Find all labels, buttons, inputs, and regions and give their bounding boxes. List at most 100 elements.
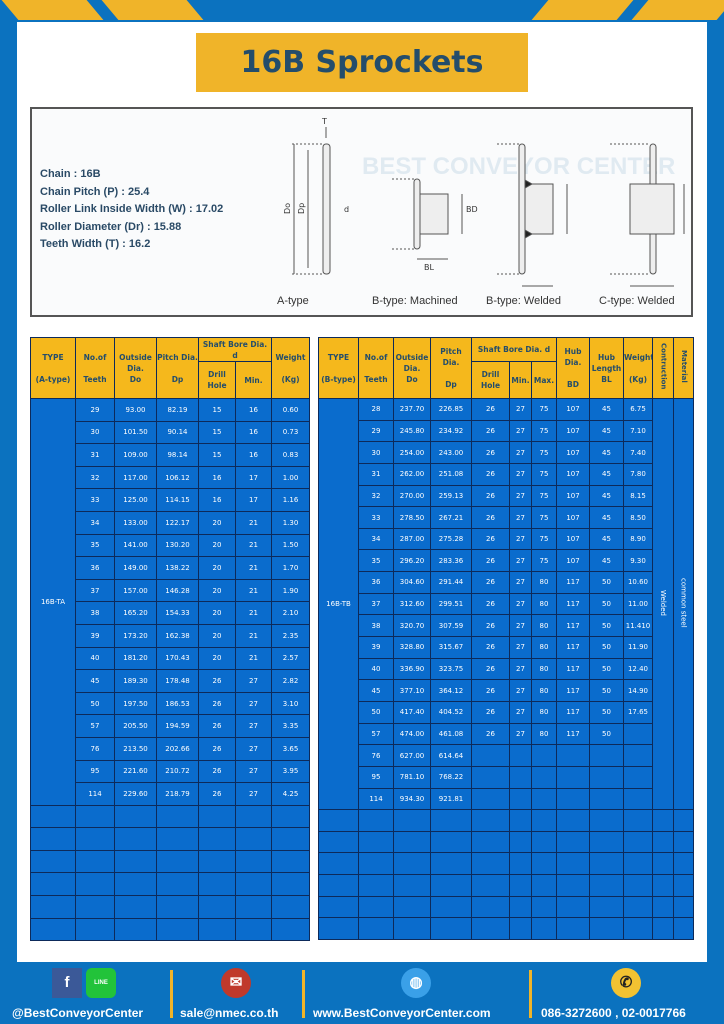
caption-a-type: A-type (277, 295, 309, 307)
table-cell: 75 (531, 484, 557, 508)
table-cell: 315.67 (430, 636, 472, 659)
table-cell: 154.33 (156, 601, 199, 625)
email-link[interactable]: sale@nmec.co.th (180, 1006, 279, 1020)
table-cell: 27 (509, 527, 532, 551)
table-cell: 107 (556, 484, 590, 508)
table-row: 37 157.00 146.28 20 21 1.90 (31, 578, 310, 603)
empty-cell (673, 852, 694, 876)
table-cell (235, 827, 272, 851)
table-cell (156, 827, 199, 851)
table-row: 31 262.00 251.08 26 27 75 107 45 7.80 (319, 462, 694, 486)
table-cell: 170.43 (156, 646, 199, 671)
table-cell: 75 (531, 506, 557, 529)
table-row: 30 254.00 243.00 26 27 75 107 45 7.40 (319, 441, 694, 464)
table-cell (623, 852, 653, 876)
table-cell (235, 804, 272, 829)
table-cell: 27 (509, 679, 532, 702)
table-cell (114, 917, 157, 942)
table-row: 29 245.80 234.92 26 27 75 107 45 7.10 (319, 419, 694, 443)
table-cell: 95 (75, 759, 115, 784)
spec-roller-diameter: Roller Diameter (Dr) : 15.88 (40, 220, 182, 233)
table-cell: 27 (509, 571, 532, 594)
col-weight: Weight (Kg) (623, 337, 653, 399)
empty-cell (30, 872, 76, 897)
table-cell: 133.00 (114, 510, 157, 535)
table-cell: 202.66 (156, 736, 199, 761)
table-cell: 296.20 (393, 549, 431, 573)
table-cell (623, 809, 653, 832)
table-cell (75, 872, 115, 897)
table-row: 36 304.60 291.44 26 27 80 117 50 10.60 (319, 571, 694, 594)
table-cell: 27 (235, 782, 272, 806)
table-cell: 75 (531, 441, 557, 464)
globe-icon[interactable]: ◍ (401, 968, 431, 998)
table-cell: 101.50 (114, 420, 157, 445)
table-cell: 45 (589, 462, 624, 486)
empty-cell (673, 809, 694, 832)
table-cell: 243.00 (430, 441, 472, 464)
table-row (30, 849, 310, 874)
table-cell: 2.10 (271, 601, 310, 625)
table-cell: 474.00 (393, 722, 431, 746)
table-cell: 114 (75, 782, 115, 806)
table-cell: 40 (358, 657, 394, 681)
table-cell: 76 (75, 736, 115, 761)
table-cell (271, 872, 310, 897)
table-cell: 26 (198, 669, 236, 693)
table-cell (531, 874, 557, 897)
table-cell (589, 895, 624, 919)
table-cell (531, 830, 557, 854)
table-cell (430, 809, 472, 832)
table-row: 16B-TA 29 93.00 82.19 15 16 0.60 (30, 398, 310, 806)
table-cell: 80 (531, 592, 557, 616)
table-cell: 39 (358, 636, 394, 659)
table-cell: 50 (589, 614, 624, 638)
table-cell: 15 (198, 443, 236, 467)
table-cell: 275.28 (430, 527, 472, 551)
table-cell: 107 (556, 462, 590, 486)
table-cell (358, 830, 394, 854)
mail-icon[interactable]: ✉ (221, 968, 251, 998)
table-cell (471, 744, 510, 767)
table-cell: 26 (471, 506, 510, 529)
table-cell (556, 744, 590, 767)
table-cell (156, 895, 199, 919)
empty-cell (652, 852, 674, 876)
table-cell (531, 809, 557, 832)
b-type-welded-diagram (497, 143, 568, 287)
line-icon[interactable]: LINE (86, 968, 116, 998)
facebook-icon[interactable]: f (52, 968, 82, 998)
website-link[interactable]: www.BestConveyorCenter.com (313, 1006, 491, 1020)
empty-cell (673, 895, 694, 919)
table-cell: 8.90 (623, 527, 653, 551)
table-cell: 107 (556, 441, 590, 464)
table-cell: 320.70 (393, 614, 431, 638)
col-pitch-dia: Pitch Dia. Dp (156, 337, 199, 399)
table-cell: 26 (471, 614, 510, 638)
table-cell: 80 (531, 657, 557, 681)
table-row: 114 934.30 921.81 (319, 787, 694, 811)
table-cell: 32 (75, 465, 115, 490)
table-cell (430, 852, 472, 876)
phone-icon[interactable]: ✆ (611, 968, 641, 998)
table-cell (430, 895, 472, 919)
table-cell: 417.40 (393, 700, 431, 724)
empty-cell (673, 917, 694, 941)
table-row: 38 165.20 154.33 20 21 2.10 (31, 601, 310, 625)
table-cell: 26 (198, 736, 236, 761)
table-cell: 614.64 (430, 744, 472, 767)
social-handle[interactable]: @BestConveyorCenter (12, 1006, 144, 1020)
table-cell (271, 849, 310, 874)
table-cell (589, 744, 624, 767)
table-cell: 287.00 (393, 527, 431, 551)
table-cell: 173.20 (114, 623, 157, 648)
table-cell: 218.79 (156, 782, 199, 806)
phone-numbers[interactable]: 086-3272600 , 02-0017766 (541, 1006, 686, 1020)
table-cell (509, 852, 532, 876)
table-cell (358, 874, 394, 897)
table-cell (235, 917, 272, 942)
table-cell: 93.00 (114, 398, 157, 422)
table-cell (358, 917, 394, 941)
empty-cell (652, 895, 674, 919)
table-cell (114, 804, 157, 829)
